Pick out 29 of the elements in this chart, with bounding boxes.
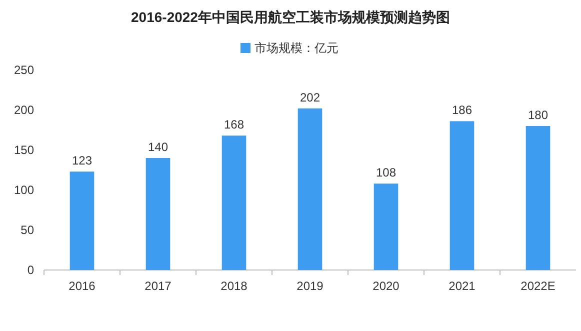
x-tick-label: 2017 [144,279,172,293]
data-label: 186 [452,103,472,118]
data-label: 140 [148,140,168,154]
y-tick-label: 200 [14,103,34,118]
chart-title: 2016-2022年中国民用航空工装市场规模预测趋势图 [131,9,450,25]
x-tick-label: 2020 [372,279,400,293]
x-tick-label: 2021 [448,279,476,293]
bar [70,172,94,270]
x-tick-label: 2019 [296,279,324,293]
data-label: 202 [300,90,320,104]
data-label: 108 [376,166,396,180]
data-label: 180 [528,108,548,122]
bar [374,184,398,270]
legend-label: 市场规模：亿元 [254,41,338,56]
y-tick-label: 250 [14,63,34,78]
bar [526,126,550,270]
x-tick-label: 2022E [520,279,556,293]
bar [298,108,322,270]
y-tick-label: 0 [27,263,34,278]
y-tick-label: 150 [14,143,34,158]
y-tick-label: 100 [14,183,34,198]
bar [222,136,246,270]
data-label: 123 [72,154,92,168]
x-tick-label: 2016 [68,279,96,293]
y-tick-label: 50 [20,223,34,238]
x-tick-label: 2018 [220,279,248,293]
bar [450,121,474,270]
bar [146,158,170,270]
data-label: 168 [224,118,244,132]
